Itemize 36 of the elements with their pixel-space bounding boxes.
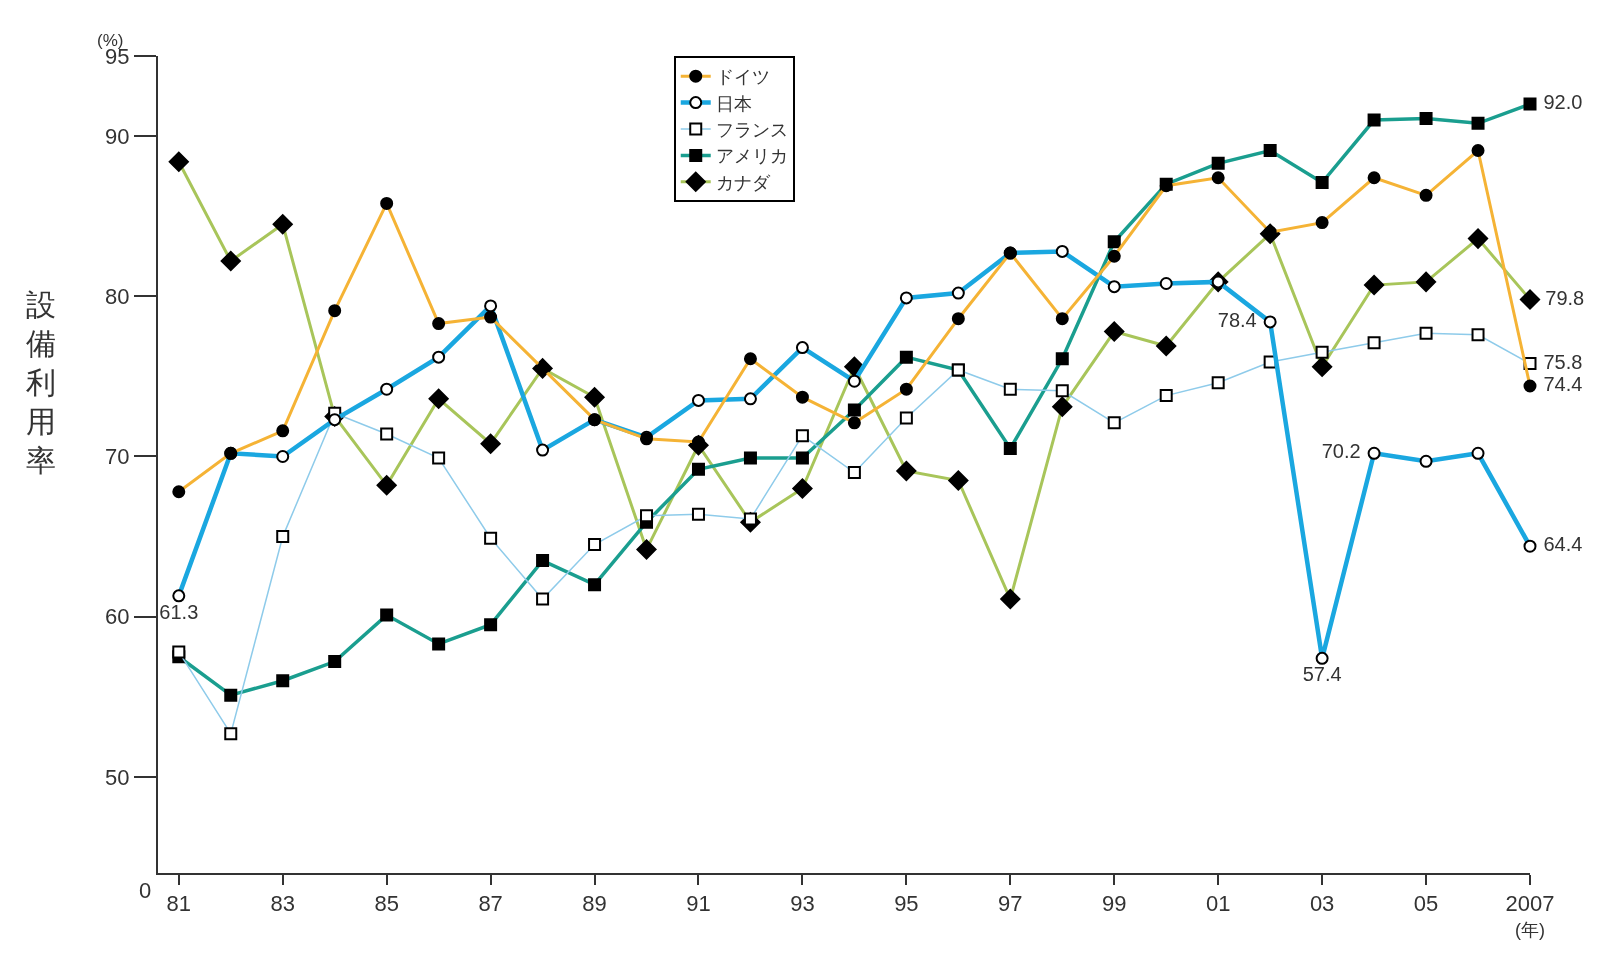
x-tick-label: 99	[1102, 891, 1127, 917]
data-label: 75.8	[1537, 350, 1588, 373]
x-tick-label: 05	[1413, 891, 1439, 917]
y-tick-label: 60	[105, 604, 130, 630]
x-tick-label: 81	[166, 891, 192, 917]
data-label: 57.4	[1297, 663, 1348, 686]
legend-label: カナダ	[715, 172, 771, 193]
legend-label: ドイツ	[715, 67, 770, 88]
text: 0	[139, 878, 152, 903]
x-tick-label: 2007	[1505, 891, 1555, 917]
legend-label: 日本	[715, 93, 752, 114]
x-tick-label: 97	[998, 891, 1023, 917]
y-axis-title: 設備利用率	[26, 288, 56, 477]
data-label: 92.0	[1537, 91, 1588, 114]
x-tick-label: 01	[1205, 891, 1231, 917]
data-label: 78.4	[1212, 308, 1263, 331]
x-tick-label: 85	[374, 891, 399, 917]
x-tick-label: 95	[894, 891, 919, 917]
x-tick-label: 87	[478, 891, 503, 917]
legend-label: フランス	[715, 120, 788, 141]
x-tick-label: 91	[686, 891, 711, 917]
data-label: 70.2	[1316, 440, 1367, 463]
y-tick-label: 70	[105, 444, 130, 470]
x-tick-label: 83	[270, 891, 295, 917]
data-label: 61.3	[153, 600, 204, 623]
y-tick-label: 90	[105, 123, 130, 149]
data-label: 79.8	[1539, 286, 1590, 309]
x-tick-label: 89	[582, 891, 607, 917]
y-tick-label: 50	[105, 764, 130, 790]
x-tick-label: 93	[790, 891, 815, 917]
text: (年)	[1515, 920, 1545, 940]
data-label: 74.4	[1537, 373, 1588, 395]
data-label: 64.4	[1537, 533, 1588, 556]
legend-label: アメリカ	[715, 146, 788, 167]
x-tick-label: 03	[1309, 891, 1335, 917]
y-tick-label: 80	[105, 283, 130, 309]
